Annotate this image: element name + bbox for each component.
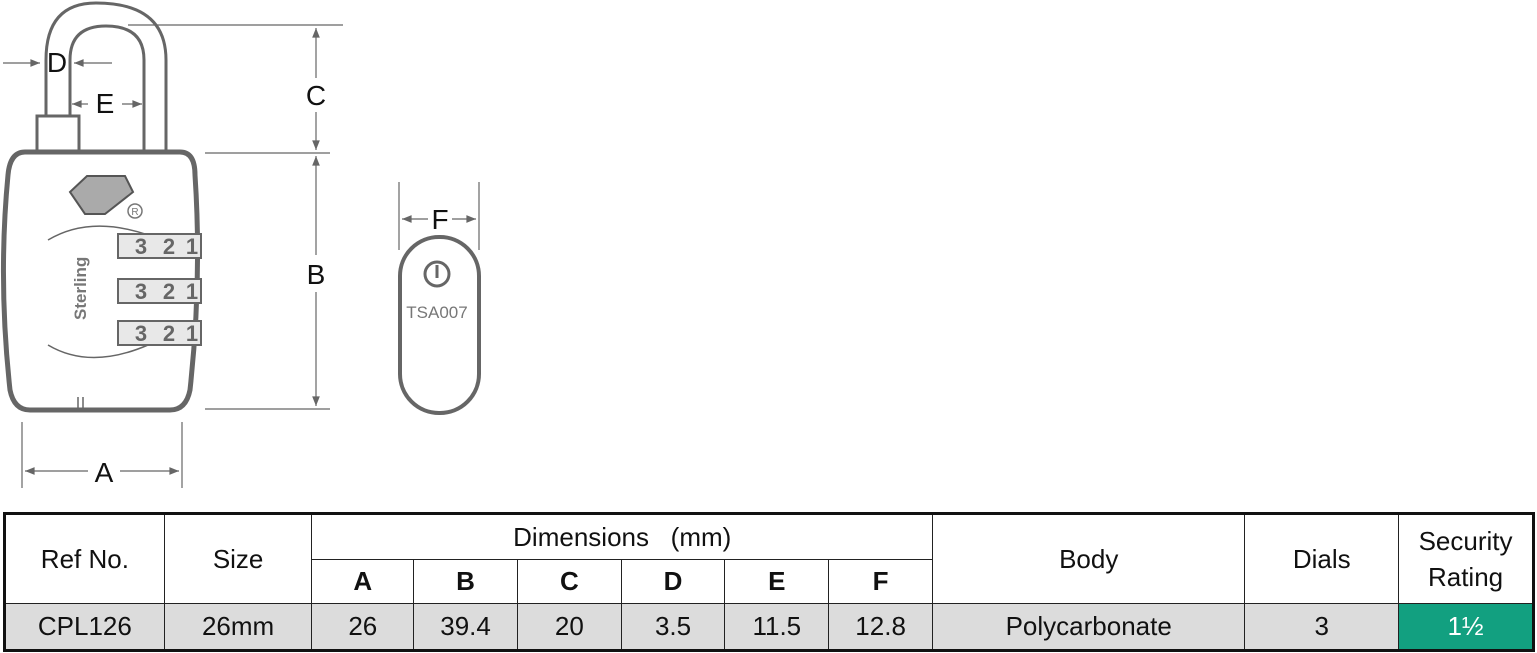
registered-mark: R xyxy=(131,207,138,218)
brand-text: Sterling xyxy=(71,257,90,320)
header-dim-f: F xyxy=(828,559,933,604)
header-security-line1: Security xyxy=(1418,526,1513,556)
dimension-label-d: D xyxy=(47,47,67,78)
cell-dim-c: 20 xyxy=(516,603,622,651)
registered-mark-icon xyxy=(127,203,143,219)
cell-dim-a: 26 xyxy=(311,603,415,651)
cell-dim-f: 12.8 xyxy=(828,603,933,651)
logo-icon xyxy=(68,175,135,215)
dimension-label-c: C xyxy=(306,80,326,111)
padlock-diagram: R 3 2 1 3 2 1 3 2 1 Sterling TSA007 xyxy=(0,1,481,488)
dimension-label-e: E xyxy=(96,88,115,119)
padlock-front-view xyxy=(0,1,202,413)
dial-digit: 2 xyxy=(163,321,175,346)
header-size: Size xyxy=(163,513,313,604)
header-dials: Dials xyxy=(1244,513,1400,604)
cell-dim-b: 39.4 xyxy=(413,603,518,651)
dials xyxy=(117,233,202,346)
header-dim-c: C xyxy=(516,559,622,604)
spec-table: Ref No. Size Dimensions (mm) Body Dials … xyxy=(3,512,1535,652)
dial-digit: 3 xyxy=(135,321,147,346)
dimension-lines xyxy=(3,24,480,488)
cell-ref-no: CPL126 xyxy=(4,603,165,651)
shackle xyxy=(44,1,168,150)
table-row: CPL126 26mm 26 39.4 20 3.5 11.5 12.8 Pol… xyxy=(4,603,1534,651)
header-body: Body xyxy=(931,513,1246,604)
header-dimensions: Dimensions (mm) xyxy=(311,513,933,560)
tsa-text: TSA007 xyxy=(406,303,467,322)
header-dim-d: D xyxy=(620,559,726,604)
header-dim-b: B xyxy=(413,559,518,604)
dial-digit: 3 xyxy=(135,279,147,304)
dial-digit: 2 xyxy=(163,279,175,304)
cell-body: Polycarbonate xyxy=(931,603,1246,651)
header-security-rating: Security Rating xyxy=(1398,513,1534,604)
dial-digit: 2 xyxy=(163,234,175,259)
header-security-line2: Rating xyxy=(1427,562,1504,592)
header-dim-e: E xyxy=(724,559,830,604)
header-ref-no: Ref No. xyxy=(4,513,165,604)
keyhole-icon xyxy=(423,260,451,288)
dimension-label-b: B xyxy=(307,259,326,290)
cell-security-rating: 1½ xyxy=(1398,603,1534,651)
header-dim-a: A xyxy=(311,559,415,604)
dial-digit: 1 xyxy=(186,234,198,259)
cell-size: 26mm xyxy=(163,603,313,651)
cell-dim-d: 3.5 xyxy=(620,603,726,651)
dimension-label-a: A xyxy=(95,457,114,488)
cell-dials: 3 xyxy=(1244,603,1400,651)
dial-digit: 1 xyxy=(186,279,198,304)
dial-digit: 1 xyxy=(186,321,198,346)
cell-dim-e: 11.5 xyxy=(724,603,830,651)
dial-digit: 3 xyxy=(135,234,147,259)
padlock-side-view: TSA007 xyxy=(398,235,481,415)
dimension-label-f: F xyxy=(431,204,448,235)
